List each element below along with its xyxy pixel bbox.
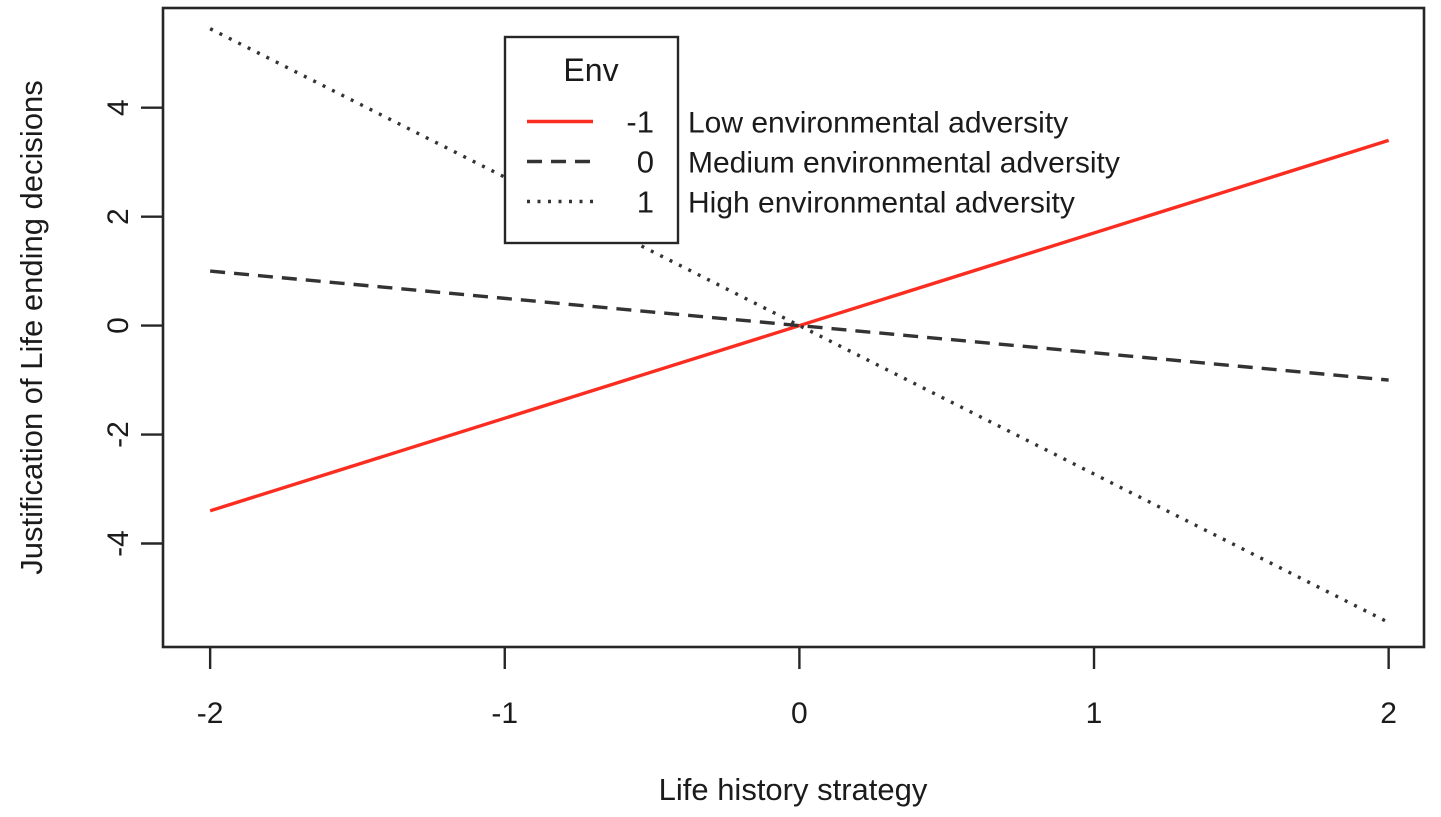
legend-entry-label: High environmental adversity xyxy=(688,187,1075,220)
x-tick-label: 1 xyxy=(1086,697,1103,730)
x-axis-label: Life history strategy xyxy=(659,772,928,807)
x-tick-label: -2 xyxy=(197,697,224,730)
axis-ticks: -2 -1 0 1 2 -4 -2 0 2 4 xyxy=(102,99,1397,730)
series-line-solid xyxy=(209,138,1390,513)
legend: Env -1 Low environmental adversity 0 Medium… xyxy=(503,35,1120,245)
x-tick-label: 0 xyxy=(791,697,808,730)
legend-value: 1 xyxy=(637,185,654,220)
y-tick-label: 4 xyxy=(102,99,135,116)
legend-value: -1 xyxy=(626,105,654,140)
y-tick-label: 2 xyxy=(102,208,135,225)
legend-box xyxy=(503,35,680,245)
legend-value: 0 xyxy=(637,145,654,180)
y-tick-label: -4 xyxy=(102,530,135,557)
x-tick-label: -1 xyxy=(491,697,518,730)
plot-border xyxy=(161,6,1426,649)
series-line-dashed xyxy=(209,269,1389,382)
y-axis-label: Justification of Life ending decisions xyxy=(14,80,49,575)
series-lines xyxy=(209,27,1390,625)
legend-entries: -1 Low environmental adversity 0 Medium env… xyxy=(527,105,1120,220)
y-tick-label: 0 xyxy=(102,317,135,334)
legend-entry-label: Low environmental adversity xyxy=(688,107,1068,140)
x-tick-label: 2 xyxy=(1380,697,1397,730)
legend-entry-label: Medium environmental adversity xyxy=(688,147,1120,180)
y-tick-label: -2 xyxy=(102,421,135,448)
legend-title: Env xyxy=(563,52,618,88)
